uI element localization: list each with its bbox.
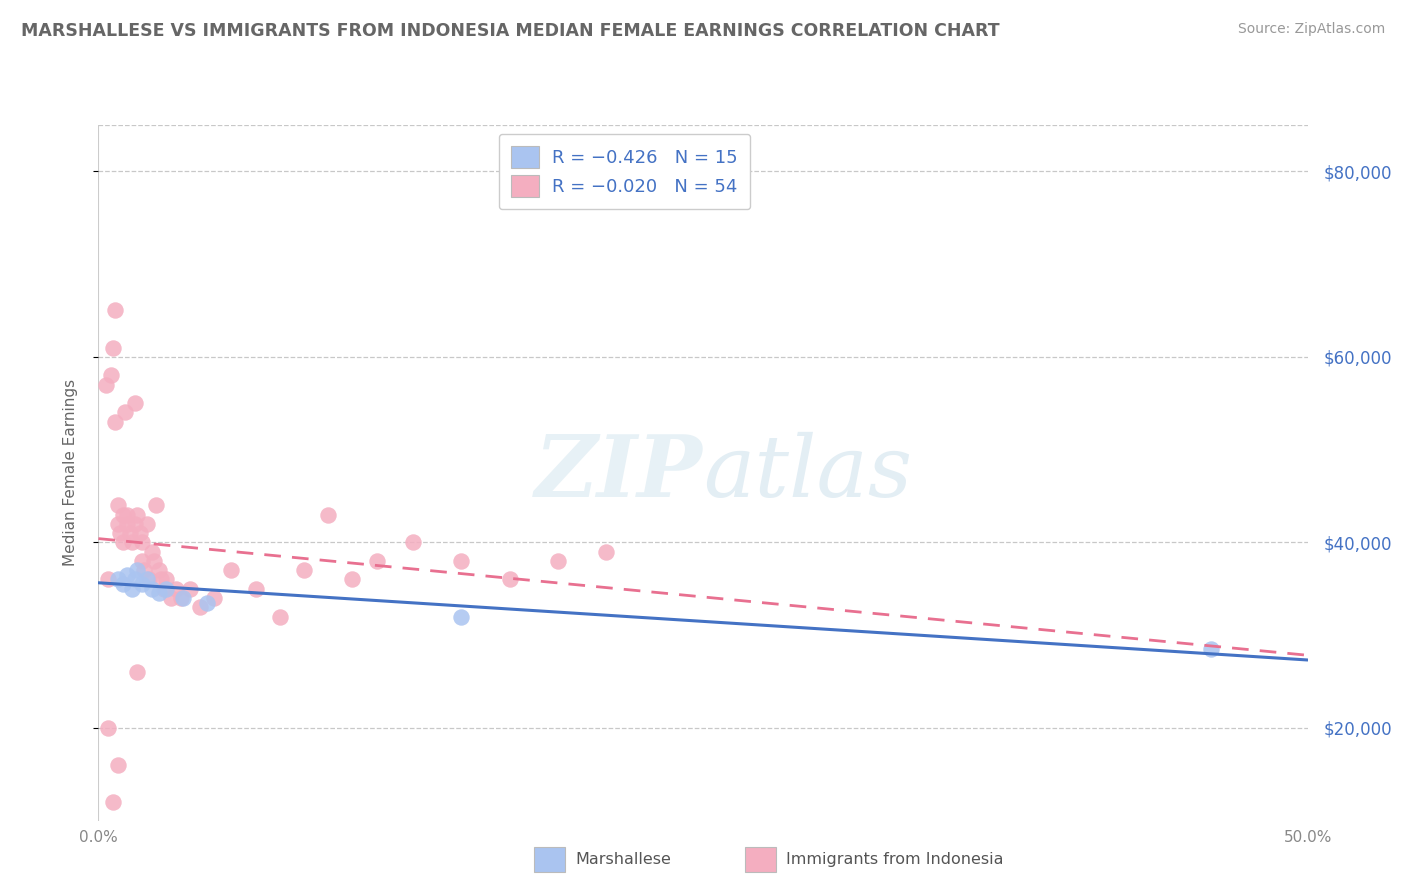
Point xyxy=(188,600,211,615)
Point xyxy=(1199,642,1222,657)
Point xyxy=(269,609,291,624)
Point xyxy=(97,573,120,587)
Point xyxy=(127,508,149,522)
Point xyxy=(366,554,388,568)
Point xyxy=(108,526,131,541)
Point xyxy=(148,586,170,600)
Point xyxy=(131,535,153,549)
Text: ZIP: ZIP xyxy=(536,431,703,515)
Point xyxy=(138,573,160,587)
Point xyxy=(316,508,339,522)
Point xyxy=(595,544,617,558)
Point xyxy=(114,405,136,419)
Point xyxy=(94,377,117,392)
Point xyxy=(111,508,134,522)
Point xyxy=(135,573,157,587)
Point xyxy=(292,563,315,577)
Point xyxy=(127,665,149,680)
Point xyxy=(141,544,163,558)
Point xyxy=(148,563,170,577)
Point xyxy=(104,415,127,429)
Point xyxy=(101,795,124,809)
Legend: R = −0.426   N = 15, R = −0.020   N = 54: R = −0.426 N = 15, R = −0.020 N = 54 xyxy=(499,134,751,210)
Point xyxy=(402,535,425,549)
Point xyxy=(152,582,174,596)
Point xyxy=(101,341,124,355)
Point xyxy=(128,526,150,541)
Text: Immigrants from Indonesia: Immigrants from Indonesia xyxy=(786,853,1004,867)
Point xyxy=(150,573,173,587)
Y-axis label: Median Female Earnings: Median Female Earnings xyxy=(63,379,77,566)
Point xyxy=(100,368,122,383)
Point xyxy=(131,554,153,568)
Point xyxy=(117,508,139,522)
Point xyxy=(124,573,146,587)
Point xyxy=(111,535,134,549)
Point xyxy=(165,582,187,596)
Point xyxy=(118,526,141,541)
Point xyxy=(498,573,520,587)
Point xyxy=(107,516,129,531)
Point xyxy=(450,609,472,624)
Text: MARSHALLESE VS IMMIGRANTS FROM INDONESIA MEDIAN FEMALE EARNINGS CORRELATION CHAR: MARSHALLESE VS IMMIGRANTS FROM INDONESIA… xyxy=(21,22,1000,40)
Point xyxy=(179,582,201,596)
Point xyxy=(172,591,194,605)
Point xyxy=(97,721,120,735)
Point xyxy=(155,573,177,587)
Text: atlas: atlas xyxy=(703,432,912,514)
Point xyxy=(127,563,149,577)
Point xyxy=(155,582,177,596)
Text: Marshallese: Marshallese xyxy=(575,853,671,867)
Point xyxy=(111,577,134,591)
Point xyxy=(121,535,143,549)
Point xyxy=(204,591,226,605)
Point xyxy=(141,582,163,596)
Point xyxy=(134,563,156,577)
Point xyxy=(145,498,167,512)
Point xyxy=(450,554,472,568)
Point xyxy=(143,554,166,568)
Point xyxy=(169,591,191,605)
Point xyxy=(245,582,267,596)
Point xyxy=(107,573,129,587)
Text: Source: ZipAtlas.com: Source: ZipAtlas.com xyxy=(1237,22,1385,37)
Point xyxy=(160,591,183,605)
Point xyxy=(131,577,153,591)
Point xyxy=(104,303,127,318)
Point xyxy=(547,554,569,568)
Point xyxy=(342,573,364,587)
Point xyxy=(221,563,243,577)
Point xyxy=(117,516,139,531)
Point xyxy=(195,596,218,610)
Point xyxy=(124,516,146,531)
Point xyxy=(135,516,157,531)
Point xyxy=(124,396,146,410)
Point xyxy=(117,567,139,582)
Point xyxy=(107,498,129,512)
Point xyxy=(107,758,129,772)
Point xyxy=(121,582,143,596)
